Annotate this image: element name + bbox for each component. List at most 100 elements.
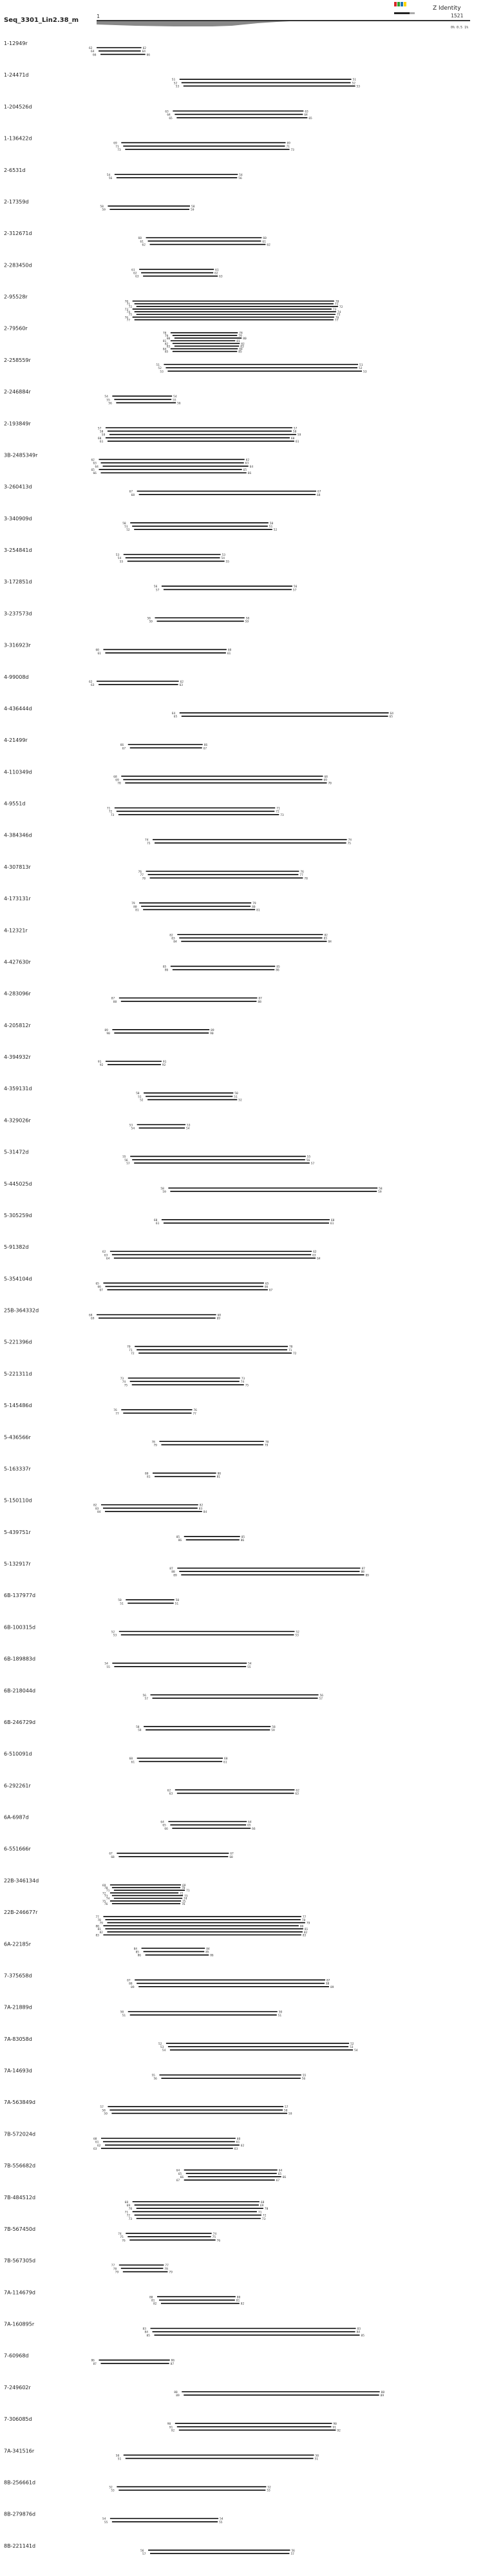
segment-start: 54 [104, 1662, 108, 1666]
segment-end: 64 [304, 113, 308, 117]
segment-end: 79 [252, 902, 256, 905]
segment-start: 59 [104, 2112, 108, 2116]
read-name: 4-307813r [4, 864, 32, 870]
segment-start: 68 [89, 1314, 93, 1318]
segment-end: 50 [279, 2011, 283, 2014]
segment-end: 89 [330, 1985, 334, 1989]
read-name: 6B-189883d [4, 1656, 35, 1662]
segment-end: 54 [222, 556, 225, 560]
segment-start: 61 [100, 440, 104, 444]
legend-scale-bar [394, 12, 410, 14]
read-name: 25B-364332d [4, 1308, 39, 1314]
read-name: 3-237573d [4, 611, 32, 616]
segment-start: 50 [116, 2454, 120, 2458]
segment-end: 65 [265, 1282, 269, 1285]
segment-end: 66 [248, 471, 252, 475]
segment-end: 73 [280, 813, 284, 817]
segment-start: 57 [100, 2105, 104, 2109]
segment-start: 89 [131, 1985, 135, 1989]
segment-start: 72 [127, 2214, 131, 2218]
read-name: 6B-137977d [4, 1593, 35, 1598]
segment-start: 53 [160, 370, 164, 374]
read-name: 4-205812r [4, 1023, 32, 1028]
segment-start: 62 [167, 1788, 171, 1792]
segment-start: 58 [160, 1187, 164, 1191]
segment-start: 91 [169, 2425, 173, 2429]
segment-start: 72 [102, 1891, 106, 1895]
segment-start: 51 [172, 78, 176, 82]
segment-start: 70 [117, 782, 121, 786]
segment-start: 52 [158, 366, 162, 370]
segment-end: 56 [320, 1694, 324, 1698]
segment-start: 63 [104, 1253, 108, 1257]
segment-start: 61 [140, 240, 144, 243]
segment-end: 54 [220, 2517, 223, 2521]
segment-end: 71 [258, 2210, 262, 2214]
coverage-profile [97, 21, 290, 26]
segment-end: 64 [142, 50, 146, 53]
segment-start: 66 [93, 53, 97, 57]
segment-end: 65 [247, 1824, 251, 1828]
read-name: 4-427630r [4, 959, 32, 965]
segment-end: 60 [224, 1757, 228, 1761]
segment-start: 85 [163, 965, 167, 969]
segment-end: 92 [337, 2429, 341, 2432]
segment-end: 57 [294, 426, 298, 430]
segment-end: 64 [279, 2169, 283, 2173]
read-name: 7A-21889d [4, 2005, 32, 2011]
segment-start: 88 [129, 1982, 133, 1986]
segment-end: 91 [163, 1060, 167, 1064]
segment-start: 83 [95, 1507, 99, 1511]
segment-start: 57 [98, 426, 102, 430]
segment-start: 71 [127, 303, 131, 307]
segment-end: 62 [143, 46, 147, 50]
segment-start: 78 [97, 1918, 101, 1922]
segment-end: 51 [175, 1602, 179, 1605]
segment-end: 87 [258, 997, 262, 1001]
segment-start: 60 [93, 2137, 97, 2141]
segment-end: 85 [361, 2334, 365, 2338]
segment-end: 69 [260, 2204, 264, 2208]
segment-end: 90 [210, 1032, 214, 1036]
segment-end: 52 [238, 1099, 242, 1103]
segment-end: 57 [285, 2105, 289, 2109]
segment-end: 65 [308, 117, 312, 120]
segment-end: 84 [204, 1510, 207, 1514]
segment-start: 68 [113, 775, 117, 779]
segment-start: 51 [122, 2014, 126, 2018]
segment-start: 87 [169, 1567, 173, 1571]
segment-start: 64 [172, 712, 176, 715]
read-name: 22B-246677r [4, 1909, 38, 1915]
segment-start: 84 [97, 1510, 101, 1514]
segment-start: 81 [151, 2299, 155, 2303]
segment-start: 86 [91, 2359, 95, 2363]
segment-end: 54 [186, 1127, 190, 1131]
segment-start: 70 [125, 300, 129, 304]
segment-end: 80 [218, 1472, 222, 1475]
segment-end: 68 [229, 1855, 233, 1859]
read-name: 7A-341516r [4, 2448, 35, 2454]
segment-end: 87 [327, 1978, 330, 1982]
segment-start: 84 [134, 1947, 138, 1951]
segment-start: 67 [109, 1852, 113, 1856]
read-name: 2-283450d [4, 262, 32, 268]
segment-start: 81 [135, 908, 139, 912]
segment-end: 88 [258, 1000, 261, 1004]
alignment-title: Seq_3301_Lin2.38_m [4, 17, 79, 24]
